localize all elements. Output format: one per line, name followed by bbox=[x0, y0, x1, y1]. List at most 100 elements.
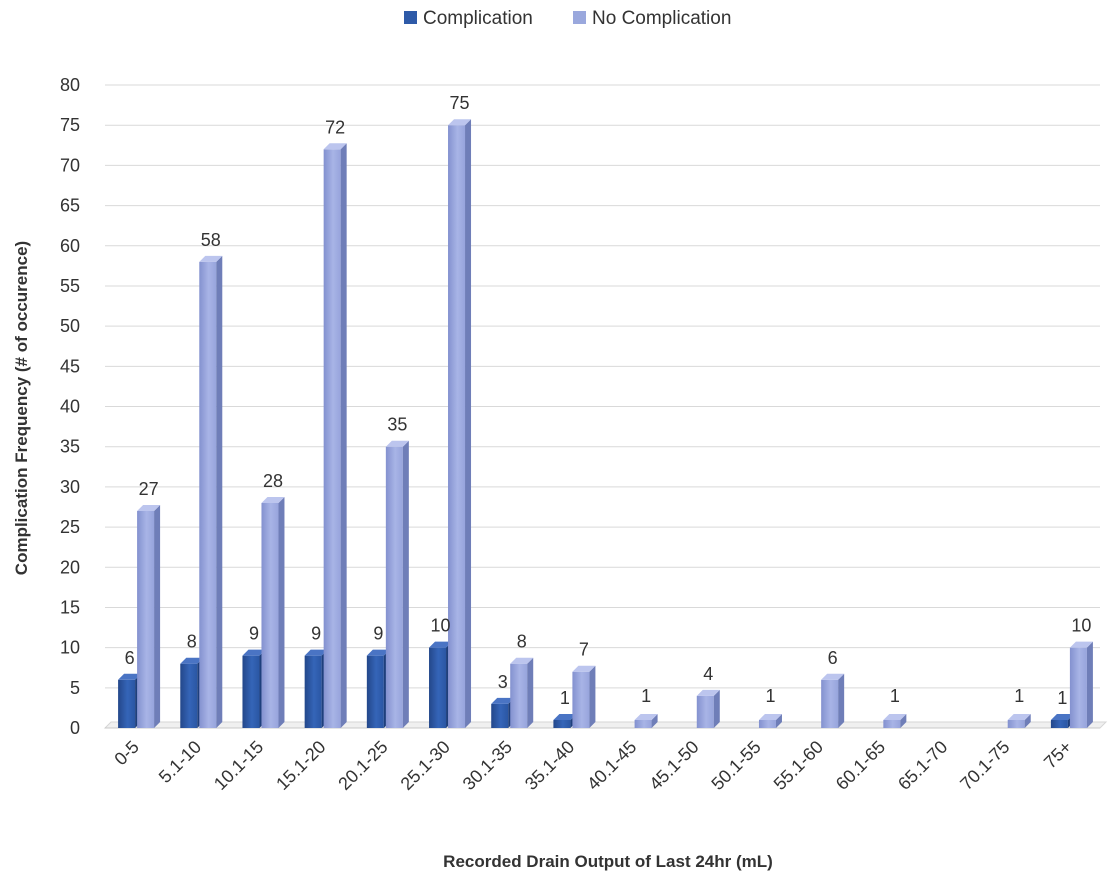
bar-no-complication-10-1-15-top bbox=[261, 496, 285, 503]
bar-complication-0-5-top bbox=[118, 673, 142, 680]
data-label-no-complication-40-1-45: 1 bbox=[641, 686, 651, 706]
bar-complication-75-top bbox=[1050, 713, 1074, 720]
bar-no-complication-25-1-30-side bbox=[465, 119, 472, 728]
x-tick-label-25-1-30: 25.1-30 bbox=[397, 737, 454, 794]
y-tick-label-80: 80 bbox=[60, 75, 80, 95]
legend: Complication No Complication bbox=[404, 8, 731, 29]
y-tick-label-20: 20 bbox=[60, 557, 80, 577]
bar-no-complication-40-1-45-front bbox=[634, 719, 652, 728]
data-label-no-complication-70-1-75: 1 bbox=[1014, 686, 1024, 706]
bar-complication-15-1-20-front bbox=[304, 655, 322, 728]
bar-complication-35-1-40-front bbox=[553, 719, 571, 728]
bar-no-complication-40-1-45-top bbox=[634, 713, 658, 720]
bar-complication-0-5-front bbox=[118, 679, 136, 728]
data-label-no-complication-10-1-15: 28 bbox=[263, 471, 283, 491]
bar-no-complication-35-1-40-side bbox=[589, 665, 596, 728]
bar-complication-10-1-15-front bbox=[242, 655, 260, 728]
x-tick-label-30-1-35: 30.1-35 bbox=[459, 737, 516, 794]
data-label-complication-30-1-35: 3 bbox=[498, 672, 508, 692]
bar-no-complication-60-1-65-top bbox=[883, 713, 907, 720]
data-label-no-complication-0-5: 27 bbox=[139, 479, 159, 499]
bar-no-complication-60-1-65 bbox=[883, 713, 907, 728]
y-tick-label-75: 75 bbox=[60, 115, 80, 135]
legend-label-no-complication: No Complication bbox=[592, 8, 731, 29]
bar-no-complication-5-1-10-side bbox=[216, 255, 223, 728]
bar-no-complication-50-1-55 bbox=[758, 713, 782, 728]
bar-no-complication-40-1-45-side bbox=[651, 713, 658, 728]
y-axis-title: Complication Frequency (# of occurence) bbox=[12, 241, 31, 575]
bar-no-complication-25-1-30-top bbox=[448, 119, 472, 126]
data-label-no-complication-15-1-20: 72 bbox=[325, 117, 345, 137]
x-tick-label-15-1-20: 15.1-20 bbox=[272, 737, 329, 794]
bar-no-complication-10-1-15 bbox=[261, 496, 285, 728]
bar-no-complication-0-5-top bbox=[137, 504, 161, 511]
bar-no-complication-0-5-side bbox=[154, 504, 161, 728]
bar-no-complication-20-1-25-side bbox=[402, 440, 409, 728]
bar-no-complication-45-1-50-side bbox=[713, 689, 720, 728]
bar-complication-30-1-35-front bbox=[491, 703, 509, 728]
bar-complication-35-1-40-top bbox=[553, 713, 577, 720]
bars bbox=[118, 119, 1093, 729]
y-tick-label-50: 50 bbox=[60, 316, 80, 336]
bar-no-complication-30-1-35 bbox=[510, 657, 534, 728]
x-tick-label-45-1-50: 45.1-50 bbox=[645, 737, 702, 794]
bar-no-complication-10-1-15-front bbox=[261, 502, 279, 728]
x-tick-label-40-1-45: 40.1-45 bbox=[583, 737, 640, 794]
data-label-no-complication-75: 10 bbox=[1071, 616, 1091, 636]
bar-no-complication-5-1-10-front bbox=[199, 261, 217, 728]
bar-no-complication-35-1-40 bbox=[572, 665, 596, 728]
bar-no-complication-35-1-40-front bbox=[572, 671, 590, 728]
bar-no-complication-70-1-75-front bbox=[1007, 719, 1025, 728]
bar-complication-75-front bbox=[1050, 719, 1068, 728]
bar-complication-25-1-30-top bbox=[429, 641, 453, 648]
bar-no-complication-70-1-75-side bbox=[1024, 713, 1031, 728]
bar-no-complication-70-1-75 bbox=[1007, 713, 1031, 728]
data-label-complication-5-1-10: 8 bbox=[187, 632, 197, 652]
bar-no-complication-5-1-10 bbox=[199, 255, 223, 728]
bar-no-complication-20-1-25-top bbox=[385, 440, 409, 447]
data-label-complication-75: 1 bbox=[1057, 688, 1067, 708]
bar-complication-15-1-20-top bbox=[304, 649, 328, 656]
x-tick-label-70-1-75: 70.1-75 bbox=[956, 737, 1013, 794]
bar-no-complication-75-front bbox=[1069, 647, 1087, 728]
x-tick-label-60-1-65: 60.1-65 bbox=[832, 737, 889, 794]
legend-swatch-no-complication bbox=[573, 11, 586, 24]
bar-no-complication-55-1-60-front bbox=[821, 679, 839, 728]
bar-no-complication-5-1-10-top bbox=[199, 255, 223, 262]
bar-no-complication-35-1-40-top bbox=[572, 665, 596, 672]
y-tick-label-25: 25 bbox=[60, 517, 80, 537]
x-tick-label-65-1-70: 65.1-70 bbox=[894, 737, 951, 794]
bar-complication-25-1-30-front bbox=[429, 647, 447, 728]
x-tick-label-55-1-60: 55.1-60 bbox=[770, 737, 827, 794]
bar-no-complication-45-1-50-front bbox=[696, 695, 714, 728]
bar-no-complication-30-1-35-top bbox=[510, 657, 534, 664]
bar-no-complication-60-1-65-side bbox=[900, 713, 907, 728]
bar-complication-20-1-25-front bbox=[366, 655, 384, 728]
bar-no-complication-15-1-20-top bbox=[323, 143, 347, 150]
data-label-no-complication-20-1-25: 35 bbox=[387, 415, 407, 435]
data-label-no-complication-25-1-30: 75 bbox=[450, 93, 470, 113]
x-axis-title: Recorded Drain Output of Last 24hr (mL) bbox=[443, 852, 773, 871]
bar-no-complication-20-1-25-front bbox=[385, 446, 403, 728]
y-tick-label-70: 70 bbox=[60, 155, 80, 175]
bar-no-complication-0-5 bbox=[137, 504, 161, 728]
data-label-complication-15-1-20: 9 bbox=[311, 624, 321, 644]
x-axis-ticks: 0-5 5.1-10 10.1-15 15.1-20 20.1-25 25.1-30 30.… bbox=[110, 737, 1075, 794]
bar-no-complication-25-1-30-front bbox=[448, 125, 466, 728]
bar-no-complication-75-top bbox=[1069, 641, 1093, 648]
y-axis-ticks: 0 5 10 15 20 25 30 35 40 45 50 55 60 65 70 75 80 bbox=[60, 75, 80, 738]
y-tick-label-55: 55 bbox=[60, 276, 80, 296]
x-tick-label-75: 75+ bbox=[1040, 737, 1076, 773]
x-tick-label-35-1-40: 35.1-40 bbox=[521, 737, 578, 794]
data-label-no-complication-50-1-55: 1 bbox=[765, 686, 775, 706]
data-label-complication-35-1-40: 1 bbox=[560, 688, 570, 708]
y-tick-label-40: 40 bbox=[60, 397, 80, 417]
x-tick-label-50-1-55: 50.1-55 bbox=[707, 737, 764, 794]
bar-no-complication-55-1-60-side bbox=[838, 673, 845, 728]
bar-no-complication-0-5-front bbox=[137, 510, 155, 728]
bar-no-complication-15-1-20 bbox=[323, 143, 347, 729]
bar-no-complication-15-1-20-front bbox=[323, 149, 341, 729]
x-tick-label-5-1-10: 5.1-10 bbox=[155, 737, 205, 787]
data-label-no-complication-35-1-40: 7 bbox=[579, 640, 589, 660]
bar-complication-30-1-35-top bbox=[491, 697, 515, 704]
